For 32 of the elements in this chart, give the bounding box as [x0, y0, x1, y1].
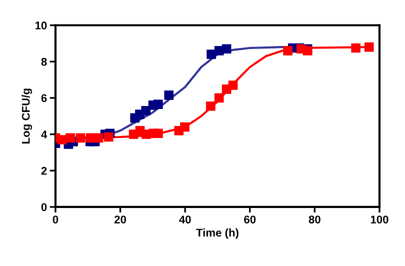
y-tick-label: 4 [41, 130, 48, 138]
x-axis-title: Time (h) [196, 228, 238, 239]
point [222, 44, 232, 54]
point [104, 132, 114, 142]
point [154, 100, 163, 109]
y-tick-label: 2 [41, 166, 47, 175]
x-tick-label: 80 [308, 216, 320, 224]
x-tick-label: 100 [370, 216, 388, 224]
point [180, 122, 190, 132]
point [214, 93, 224, 103]
point [364, 42, 374, 52]
point [57, 135, 67, 144]
point [228, 80, 238, 90]
x-tick-label: 60 [244, 216, 256, 224]
y-tick-label: 6 [41, 94, 47, 102]
point [283, 46, 292, 56]
point [351, 43, 360, 53]
point [206, 101, 216, 111]
x-tick-label: 40 [179, 216, 191, 224]
x-tick-label: 0 [52, 216, 58, 224]
point [76, 133, 86, 143]
point [66, 133, 76, 143]
point [141, 106, 151, 116]
y-tick-label: 10 [35, 22, 47, 30]
point [154, 128, 163, 138]
point [94, 133, 104, 143]
y-tick-label: 0 [41, 203, 47, 212]
y-tick-label: 8 [41, 58, 47, 66]
y-axis-title: Log CFU/g [22, 88, 32, 144]
point [164, 90, 174, 100]
x-tick-label: 20 [114, 216, 126, 224]
point [206, 50, 216, 59]
